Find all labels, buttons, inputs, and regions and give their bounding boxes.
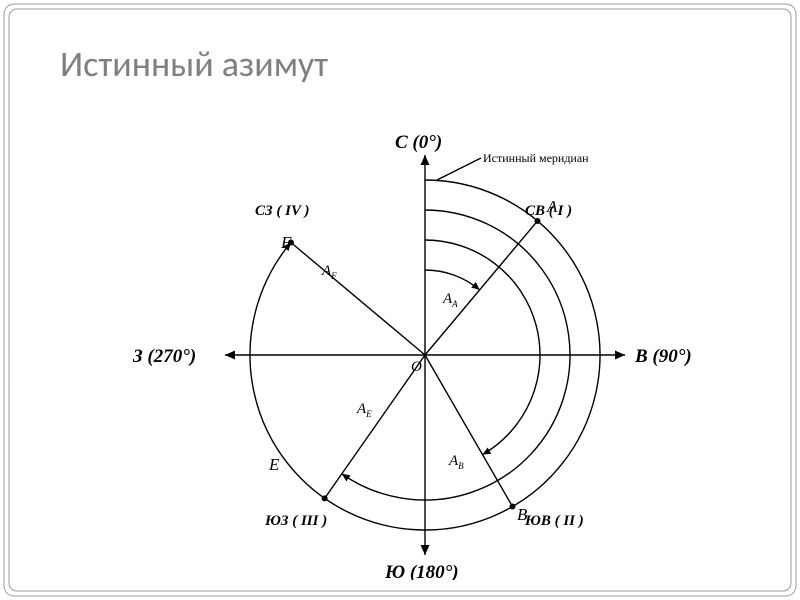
axis-label-north: C (0°) bbox=[395, 132, 442, 153]
azimuth-label-F: AF bbox=[321, 263, 337, 281]
ray-E bbox=[325, 355, 425, 498]
arc-1 bbox=[425, 270, 480, 290]
azimuth-label-B: AB bbox=[448, 453, 464, 471]
axis-label-east: B (90°) bbox=[634, 346, 692, 367]
meridian-label: Истинный меридиан bbox=[483, 151, 589, 165]
quadrant-label-2: ЮВ ( II ) bbox=[524, 513, 584, 529]
ray-label-E: E bbox=[268, 455, 280, 474]
azimuth-label-E: AE bbox=[356, 401, 372, 419]
quadrant-label-3: ЮЗ ( III ) bbox=[264, 513, 327, 529]
ray-B bbox=[425, 355, 513, 507]
ray-F bbox=[291, 243, 425, 355]
axis-label-south: Ю (180°) bbox=[384, 562, 459, 580]
meridian-leader bbox=[437, 158, 481, 180]
ray-label-B: B bbox=[517, 505, 528, 524]
quadrant-label-4: СЗ ( IV ) bbox=[255, 203, 309, 219]
axis-label-west: З (270°) bbox=[132, 346, 196, 367]
page-title: Истинный азимут bbox=[60, 42, 328, 86]
ray-label-A: A bbox=[546, 197, 558, 216]
azimuth-diagram: C (0°)B (90°)Ю (180°)З (270°)OСВ ( I )ЮВ… bbox=[85, 110, 715, 585]
azimuth-label-A: AA bbox=[442, 291, 458, 309]
azimuth-svg: C (0°)B (90°)Ю (180°)З (270°)OСВ ( I )ЮВ… bbox=[85, 110, 715, 580]
